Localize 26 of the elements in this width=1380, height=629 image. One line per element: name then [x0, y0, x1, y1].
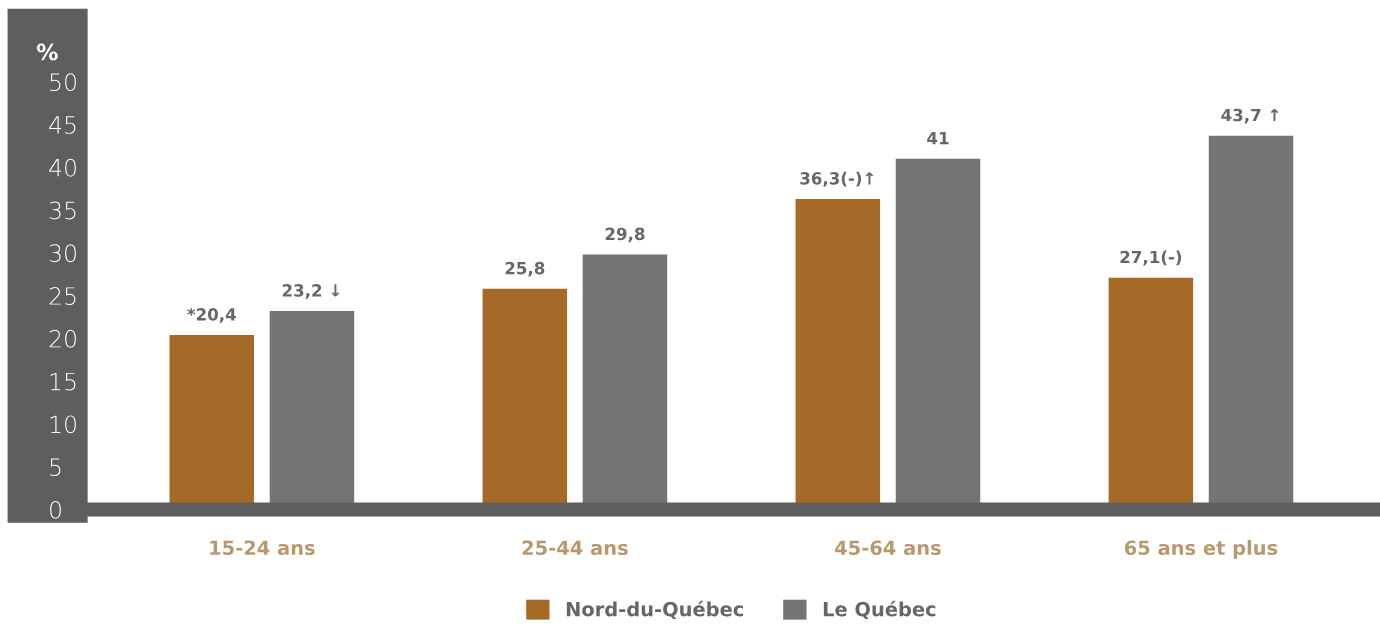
data-label: 36,3(-)↑ — [800, 171, 874, 187]
y-tick-label: 5 — [50, 458, 61, 477]
data-label: *20,4 — [187, 308, 236, 323]
data-label: 23,2 ↓ — [282, 284, 340, 299]
x-tick-label: 45-64 ans — [835, 540, 941, 556]
x-tick-label: 25-44 ans — [522, 540, 628, 556]
y-tick-label: 30 — [49, 244, 76, 263]
y-tick-label: 10 — [50, 415, 76, 434]
data-label: 27,1(-) — [1120, 250, 1182, 266]
y-tick-label: 50 — [50, 73, 76, 92]
data-label: 41 — [927, 132, 949, 145]
y-tick-label: 25 — [49, 287, 76, 305]
legend-label: Le Québec — [823, 600, 936, 620]
y-tick-label: 15 — [50, 372, 76, 391]
data-label: 29,8 — [605, 227, 645, 243]
y-tick-label: 0 — [50, 500, 61, 519]
x-tick-label: 15-24 ans — [210, 540, 315, 556]
legend-label: Nord-du-Québec — [566, 600, 743, 620]
y-axis-title: % — [36, 43, 58, 61]
data-label: 43,7 ↑ — [1221, 108, 1279, 124]
x-tick-label: 65 ans et plus — [1124, 540, 1278, 559]
y-tick-label: 20 — [49, 329, 76, 348]
y-tick-label: 45 — [49, 116, 76, 134]
y-tick-label: 35 — [49, 201, 76, 220]
data-label: 25,8 — [505, 261, 545, 277]
y-tick-label: 40 — [49, 158, 76, 177]
